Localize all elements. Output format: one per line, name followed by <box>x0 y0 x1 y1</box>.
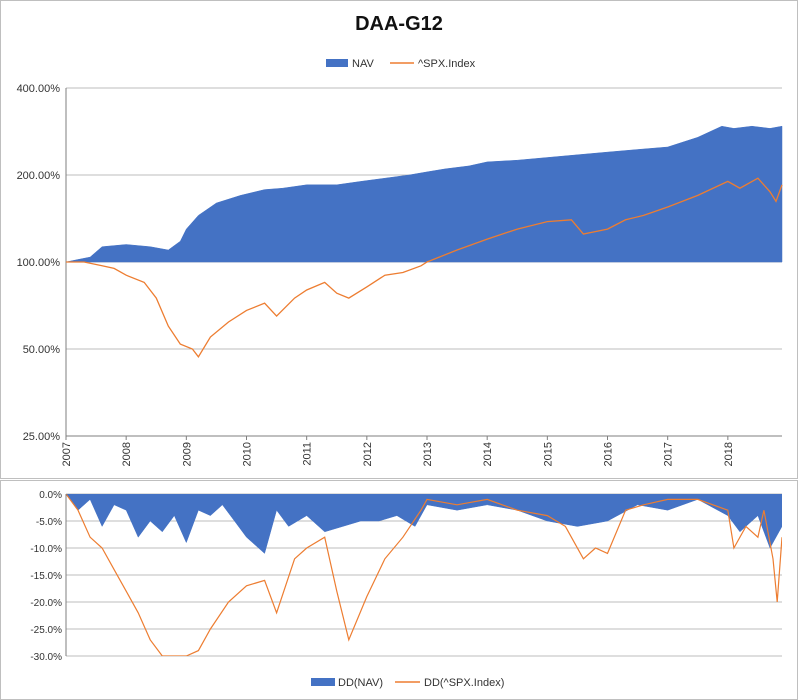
legend-dd-nav-swatch <box>311 678 335 686</box>
x-tick-label: 2008 <box>121 442 133 466</box>
x-tick-label: 2018 <box>723 442 735 466</box>
x-tick-label: 2016 <box>603 442 615 466</box>
legend-spx-label: ^SPX.Index <box>418 58 476 70</box>
main-chart-x-axis: 2007 2008 2009 2010 2011 2012 2013 2014 2015 2016… <box>61 436 735 466</box>
series-nav-area <box>65 125 783 263</box>
y-tick-label: 50.00% <box>23 344 61 356</box>
x-tick-label: 2015 <box>542 442 554 466</box>
x-tick-label: 2014 <box>482 442 494 466</box>
drawdown-chart-series <box>66 494 782 656</box>
drawdown-chart-gridlines <box>66 493 782 657</box>
x-tick-label: 2010 <box>242 442 254 466</box>
legend-dd-nav-label: DD(NAV) <box>338 677 383 689</box>
x-tick-label: 2007 <box>61 442 73 466</box>
main-chart-series <box>65 125 783 358</box>
series-dd-spx-index-line <box>66 494 782 656</box>
dd-y-tick-label: -30.0% <box>30 652 62 663</box>
x-tick-label: 2011 <box>302 442 314 466</box>
dd-y-tick-label: -5.0% <box>36 517 62 528</box>
dd-y-tick-label: -15.0% <box>30 571 62 582</box>
dd-y-tick-label: -10.0% <box>30 544 62 555</box>
y-tick-label: 25.00% <box>23 431 61 443</box>
series-spx-index-line <box>66 177 783 358</box>
x-tick-label: 2009 <box>181 442 193 466</box>
x-tick-label: 2017 <box>663 442 675 466</box>
drawdown-chart-y-axis: 0.0% -5.0% -10.0% -15.0% -20.0% -25.0% -30.0% <box>30 490 67 663</box>
dd-y-tick-label: -25.0% <box>30 625 62 636</box>
y-tick-label: 200.00% <box>17 170 61 182</box>
series-dd-nav-area <box>66 494 782 554</box>
dd-y-tick-label: -20.0% <box>30 598 62 609</box>
y-tick-label: 100.00% <box>17 257 61 269</box>
legend-nav-swatch <box>326 59 348 67</box>
y-tick-label: 400.00% <box>17 83 61 95</box>
legend-top: NAV ^SPX.Index <box>326 58 476 70</box>
dd-y-tick-label: 0.0% <box>39 490 62 501</box>
x-tick-label: 2013 <box>422 442 434 466</box>
chart-title: DAA-G12 <box>355 13 443 35</box>
legend-dd-spx-label: DD(^SPX.Index) <box>424 677 504 689</box>
legend-bottom: DD(NAV) DD(^SPX.Index) <box>311 677 504 689</box>
x-tick-label: 2012 <box>362 442 374 466</box>
legend-nav-label: NAV <box>352 58 374 70</box>
main-chart-y-axis: 25.00% 50.00% 100.00% 200.00% 400.00% <box>17 83 782 443</box>
